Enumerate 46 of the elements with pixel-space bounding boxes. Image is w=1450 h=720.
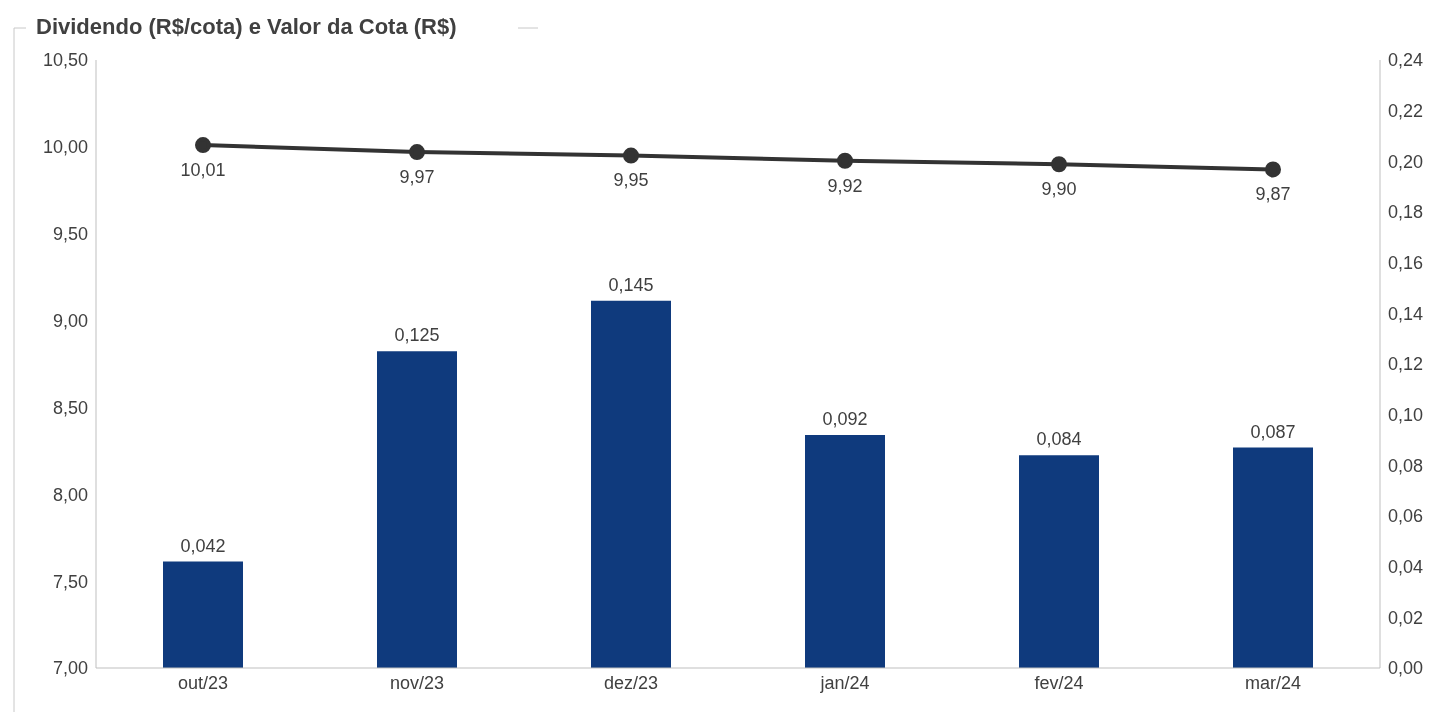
data-label: 0,092: [822, 408, 868, 429]
data-label: 0,084: [1036, 429, 1082, 450]
x-tick-label: out/23: [177, 672, 229, 693]
bar: [591, 300, 671, 668]
data-label: 9,90: [1041, 179, 1077, 200]
y2-tick-label: 0,20: [1388, 151, 1424, 172]
y2-tick-label: 0,22: [1388, 101, 1424, 122]
y2-tick-label: 0,04: [1388, 557, 1424, 578]
data-label: 0,087: [1250, 421, 1296, 442]
bar: [1233, 447, 1313, 668]
y-tick-label: 8,50: [52, 397, 88, 418]
data-label: 0,125: [394, 325, 440, 346]
bar: [805, 434, 885, 668]
y2-tick-label: 0,14: [1388, 303, 1424, 324]
x-tick-label: jan/24: [819, 672, 870, 693]
y-tick-label: 10,50: [42, 50, 88, 71]
data-label: 9,97: [399, 166, 435, 187]
data-label: 9,87: [1255, 184, 1291, 205]
y2-tick-label: 0,02: [1388, 607, 1424, 628]
bar: [1019, 455, 1099, 668]
y2-tick-label: 0,08: [1388, 455, 1424, 476]
bar: [163, 561, 243, 668]
x-tick-label: dez/23: [603, 672, 659, 693]
y2-tick-label: 0,16: [1388, 253, 1424, 274]
y-tick-label: 7,00: [52, 658, 88, 679]
x-tick-label: mar/24: [1244, 672, 1302, 693]
y2-tick-label: 0,12: [1388, 354, 1424, 375]
y2-tick-label: 0,24: [1388, 50, 1424, 71]
y-tick-label: 10,00: [42, 137, 88, 158]
bar: [377, 351, 457, 668]
x-tick-label: fev/24: [1034, 672, 1084, 693]
data-label: 0,145: [608, 274, 654, 295]
y-tick-label: 7,50: [52, 571, 88, 592]
y-tick-label: 9,50: [52, 224, 88, 245]
data-label: 10,01: [180, 159, 226, 180]
chart-title: Dividendo (R$/cota) e Valor da Cota (R$): [36, 14, 457, 40]
data-label: 9,95: [613, 170, 649, 191]
y2-tick-label: 0,06: [1388, 506, 1424, 527]
y-tick-label: 9,00: [52, 310, 88, 331]
y2-tick-label: 0,00: [1388, 658, 1424, 679]
data-label: 0,042: [180, 535, 226, 556]
y2-tick-label: 0,10: [1388, 405, 1424, 426]
y-tick-label: 8,00: [52, 484, 88, 505]
y2-tick-label: 0,18: [1388, 202, 1424, 223]
x-tick-label: nov/23: [389, 672, 445, 693]
data-label: 9,92: [827, 175, 863, 196]
